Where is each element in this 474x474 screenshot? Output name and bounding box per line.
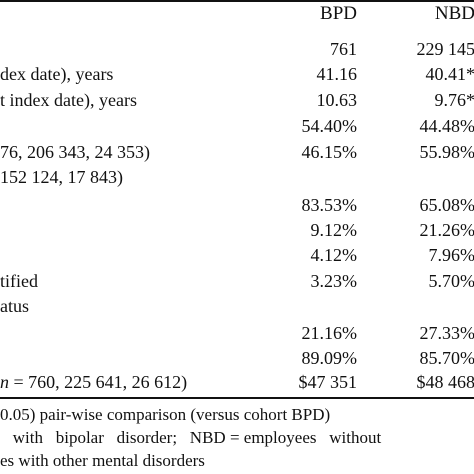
row-2-bpd: 10.63 xyxy=(316,90,358,110)
row-7-nbd: 21.26% xyxy=(419,220,474,240)
row-12-nbd: 85.70% xyxy=(419,348,474,368)
column-header-bpd: BPD xyxy=(320,3,357,24)
column-header-nbd: NBD xyxy=(434,3,474,24)
footnote-line-2: with bipolar disorder; NBD = employees w… xyxy=(0,428,382,447)
footnote-line-1: 0.05) pair-wise comparison (versus cohor… xyxy=(0,405,331,424)
row-7-bpd: 9.12% xyxy=(310,220,358,240)
row-9-label: tified xyxy=(0,271,38,291)
row-9-nbd: 5.70% xyxy=(428,271,474,291)
row-4-label: 76, 206 343, 24 353) xyxy=(0,142,150,162)
row-3-bpd: 54.40% xyxy=(301,116,358,136)
row-13-label: n = 760, 225 641, 26 612) xyxy=(0,371,187,393)
row-1-bpd: 41.16 xyxy=(316,64,358,84)
table-top-rule xyxy=(0,0,474,2)
row-0-bpd: 761 xyxy=(330,39,357,59)
row-0-nbd: 229 145 xyxy=(416,39,474,59)
table-bottom-rule xyxy=(0,397,474,399)
row-13-bpd: $47 351 xyxy=(298,372,358,392)
row-2-nbd: 9.76* xyxy=(434,90,474,110)
row-1-nbd: 40.41* xyxy=(425,64,474,84)
row-13-label-italic: n xyxy=(0,372,9,392)
row-6-nbd: 65.08% xyxy=(419,195,474,215)
row-10-label: atus xyxy=(0,296,29,316)
row-8-bpd: 4.12% xyxy=(310,245,358,265)
row-4-nbd: 55.98% xyxy=(419,142,474,162)
row-6-bpd: 83.53% xyxy=(301,195,358,215)
row-11-nbd: 27.33% xyxy=(419,323,474,343)
row-2-label: t index date), years xyxy=(0,90,137,110)
row-3-nbd: 44.48% xyxy=(419,116,474,136)
row-11-bpd: 21.16% xyxy=(301,323,358,343)
row-13-label-rest: = 760, 225 641, 26 612) xyxy=(9,372,188,392)
row-8-nbd: 7.96% xyxy=(428,245,474,265)
row-5-label: 152 124, 17 843) xyxy=(0,167,123,187)
row-12-bpd: 89.09% xyxy=(301,348,358,368)
row-13-nbd: $48 468 xyxy=(416,372,474,392)
row-1-label: dex date), years xyxy=(0,64,114,84)
footnote-line-3: es with other mental disorders xyxy=(0,451,205,470)
row-4-bpd: 46.15% xyxy=(301,142,358,162)
row-9-bpd: 3.23% xyxy=(310,271,358,291)
